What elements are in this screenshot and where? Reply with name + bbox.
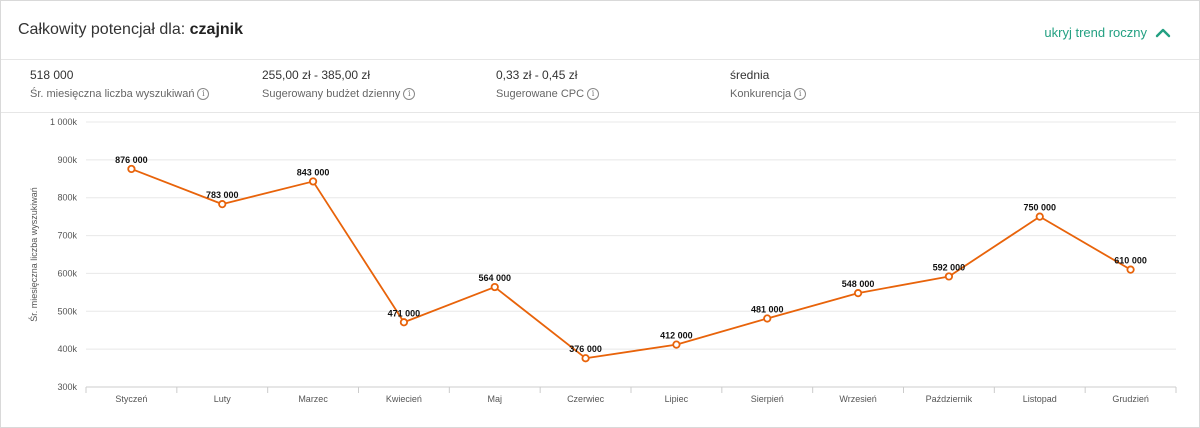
info-icon[interactable]: i bbox=[403, 88, 416, 100]
data-label: 843 000 bbox=[297, 167, 330, 177]
data-point bbox=[581, 354, 590, 363]
x-tick-label: Marzec bbox=[298, 394, 328, 404]
stat-value: średnia bbox=[730, 68, 770, 82]
stats-row: 518 000 Śr. miesięczna liczba wyszukiwań… bbox=[1, 60, 1199, 113]
title-keyword: czajnik bbox=[189, 21, 243, 38]
search-trend-chart: 300k 400k 500k 600k 700k 800k 900k 1 000k Stycze… bbox=[28, 117, 1177, 404]
x-tick-label: Maj bbox=[487, 394, 502, 404]
data-point bbox=[1126, 265, 1135, 274]
y-tick-label: 1 000k bbox=[50, 117, 78, 127]
hide-trend-label: ukryj trend roczny bbox=[1044, 25, 1147, 40]
data-point bbox=[490, 282, 499, 292]
x-tick-label: Lipiec bbox=[665, 394, 689, 404]
stat-value: 255,00 zł - 385,00 zł bbox=[262, 68, 371, 82]
info-icon[interactable]: i bbox=[587, 88, 600, 100]
stat-avg-searches: 518 000 Śr. miesięczna liczba wyszukiwań… bbox=[30, 68, 210, 100]
data-point bbox=[853, 289, 863, 298]
title-prefix: Całkowity potencjał dla: bbox=[18, 21, 190, 38]
stat-daily-budget: 255,00 zł - 385,00 zł Sugerowany budżet … bbox=[262, 68, 416, 100]
stat-value: 518 000 bbox=[30, 68, 74, 82]
x-tick-label: Listopad bbox=[1023, 394, 1057, 404]
stat-label: Sugerowany budżet dzienny bbox=[262, 88, 401, 100]
data-label: 471 000 bbox=[388, 308, 421, 318]
y-tick-label: 600k bbox=[57, 268, 77, 278]
data-label: 750 000 bbox=[1023, 203, 1056, 213]
x-tick-label: Styczeń bbox=[115, 394, 147, 404]
panel-header: Całkowity potencjał dla: czajnik ukryj t… bbox=[1, 1, 1199, 60]
x-tick-label: Grudzień bbox=[1112, 394, 1149, 404]
stat-competition: średnia Konkurencja i bbox=[730, 68, 807, 100]
stat-label: Śr. miesięczna liczba wyszukiwań bbox=[30, 88, 195, 100]
page-title: Całkowity potencjał dla: czajnik bbox=[18, 21, 243, 39]
data-point bbox=[1035, 212, 1044, 221]
y-tick-label: 700k bbox=[57, 231, 77, 241]
info-icon[interactable]: i bbox=[197, 88, 210, 100]
data-point bbox=[399, 318, 409, 327]
stat-label: Konkurencja bbox=[730, 88, 792, 100]
x-tick-label: Październik bbox=[926, 394, 973, 404]
data-label: 610 000 bbox=[1114, 256, 1147, 266]
data-point bbox=[763, 314, 772, 323]
chevron-up-icon bbox=[1155, 28, 1171, 37]
info-icon[interactable]: i bbox=[794, 88, 807, 100]
x-tick-label: Luty bbox=[214, 394, 232, 404]
stat-cpc: 0,33 zł - 0,45 zł Sugerowane CPC i bbox=[496, 68, 600, 100]
data-label: 376 000 bbox=[569, 344, 602, 354]
y-tick-label: 900k bbox=[57, 155, 77, 165]
data-label: 548 000 bbox=[842, 279, 875, 289]
data-point bbox=[944, 272, 954, 281]
stat-label: Sugerowane CPC bbox=[496, 88, 585, 100]
x-tick-label: Czerwiec bbox=[567, 394, 605, 404]
x-tick-label: Sierpień bbox=[751, 394, 784, 404]
data-label: 876 000 bbox=[115, 155, 148, 165]
x-tick-label: Kwiecień bbox=[386, 394, 422, 404]
y-tick-label: 500k bbox=[57, 306, 77, 316]
stat-value: 0,33 zł - 0,45 zł bbox=[496, 68, 578, 82]
data-point bbox=[672, 340, 681, 349]
hide-trend-toggle[interactable]: ukryj trend roczny bbox=[1044, 25, 1171, 40]
y-axis-label: Śr. miesięczna liczba wyszukiwań bbox=[28, 187, 39, 322]
y-tick-label: 800k bbox=[57, 193, 77, 203]
data-point bbox=[127, 164, 136, 174]
data-label: 481 000 bbox=[751, 304, 784, 314]
data-point bbox=[308, 177, 318, 186]
data-label: 592 000 bbox=[933, 262, 966, 272]
y-tick-label: 300k bbox=[57, 382, 77, 392]
x-tick-label: Wrzesień bbox=[839, 394, 876, 404]
y-tick-label: 400k bbox=[57, 344, 77, 354]
data-label: 783 000 bbox=[206, 190, 239, 200]
data-point bbox=[218, 200, 227, 209]
data-label: 564 000 bbox=[478, 273, 511, 283]
data-label: 412 000 bbox=[660, 331, 693, 341]
series-line bbox=[131, 168, 1132, 360]
